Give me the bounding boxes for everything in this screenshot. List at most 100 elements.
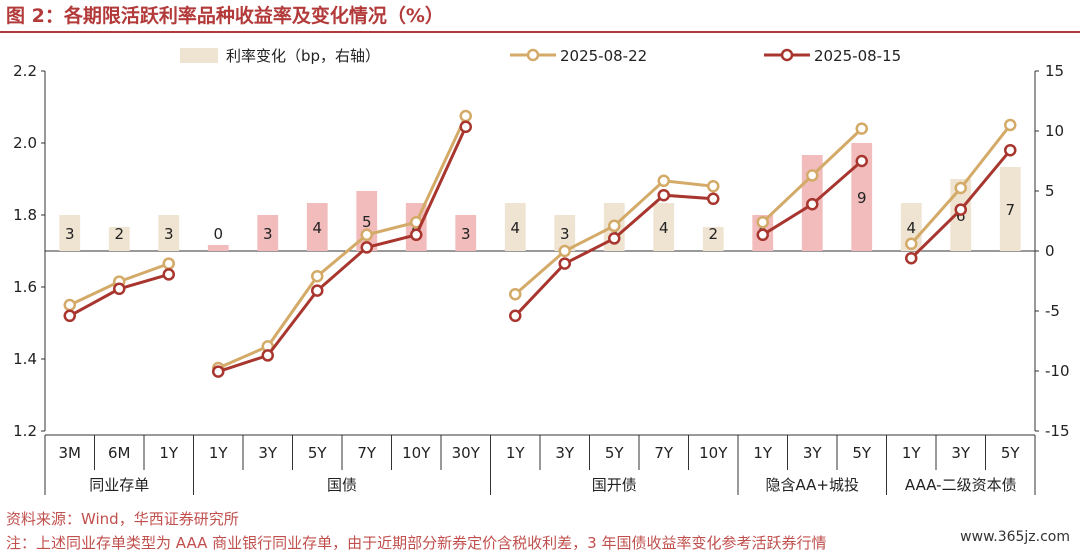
series-2025-08-22-point bbox=[558, 244, 571, 258]
group-label: 同业存单 bbox=[89, 476, 149, 494]
bar-value-label: 3 bbox=[560, 225, 570, 243]
bar-value-label: 5 bbox=[362, 213, 372, 231]
note-line: 注：上述同业存单类型为 AAA 商业银行同业存单，由于近期部分新券定价含税收利差… bbox=[6, 534, 827, 552]
series-2025-08-15-point bbox=[261, 349, 274, 362]
bar bbox=[158, 215, 180, 251]
series-2025-08-15-point bbox=[756, 228, 769, 242]
series-2025-08-15-point bbox=[410, 228, 423, 242]
group-label: AAA-二级资本债 bbox=[905, 476, 1017, 494]
bar bbox=[653, 203, 675, 251]
series-2025-08-22-point bbox=[459, 109, 472, 123]
series-2025-08-15-point bbox=[113, 282, 126, 296]
category-label: 1Y bbox=[753, 444, 773, 462]
left-tick-label: 2.0 bbox=[13, 134, 37, 152]
bar-value-label: 3 bbox=[263, 225, 273, 243]
series-2025-08-22-point bbox=[162, 257, 175, 270]
series-2025-08-15-line bbox=[217, 126, 468, 374]
category-label: 3Y bbox=[258, 444, 278, 462]
series-2025-08-15-point bbox=[905, 251, 918, 265]
series-2025-08-15-point bbox=[360, 241, 373, 254]
source-line: 资料来源：Wind，华西证券研究所 bbox=[6, 510, 239, 528]
bar-value-label: 2 bbox=[114, 225, 124, 243]
series-2025-08-15-point bbox=[311, 284, 324, 297]
watermark: www.365jz.com bbox=[956, 528, 1074, 546]
series-2025-08-15-point bbox=[212, 365, 225, 378]
bar bbox=[554, 215, 576, 251]
category-label: 3Y bbox=[951, 444, 971, 462]
bar-value-label: 4 bbox=[510, 219, 520, 237]
left-tick-label: 1.2 bbox=[13, 422, 37, 440]
legend-line-label: 2025-08-22 bbox=[560, 47, 647, 65]
bar-value-label: 6 bbox=[956, 207, 966, 225]
bar-value-label: 7 bbox=[1005, 201, 1015, 219]
bar-value-label: 4 bbox=[906, 219, 916, 237]
bar bbox=[999, 167, 1021, 251]
legend-marker bbox=[780, 48, 794, 62]
series-2025-08-22-point bbox=[1004, 118, 1017, 132]
bar-value-label: 4 bbox=[312, 219, 322, 237]
bar bbox=[108, 227, 130, 251]
footer: 资料来源：Wind，华西证券研究所 注：上述同业存单类型为 AAA 商业银行同业… bbox=[0, 503, 1080, 552]
series-2025-08-15-point bbox=[509, 309, 522, 323]
category-label: 6M bbox=[108, 444, 131, 462]
right-tick-label: -10 bbox=[1045, 362, 1070, 380]
series-2025-08-22-point bbox=[608, 219, 621, 233]
series-2025-08-15-point bbox=[162, 268, 175, 281]
bar-value-label: 0 bbox=[213, 225, 223, 243]
series-2025-08-15-point bbox=[707, 192, 720, 206]
category-label: 7Y bbox=[654, 444, 674, 462]
bar bbox=[59, 215, 81, 251]
bar bbox=[702, 227, 724, 251]
group-label: 国债 bbox=[327, 476, 357, 494]
category-label: 30Y bbox=[452, 444, 481, 462]
bar bbox=[306, 203, 328, 251]
series-2025-08-22-line bbox=[217, 115, 468, 370]
bar bbox=[851, 143, 873, 251]
series-2025-08-22-point bbox=[905, 237, 918, 251]
bar bbox=[504, 203, 526, 251]
category-label: 1Y bbox=[506, 444, 526, 462]
bar bbox=[257, 215, 279, 251]
category-label: 5Y bbox=[308, 444, 328, 462]
series-2025-08-22-point bbox=[707, 179, 720, 193]
category-label: 5Y bbox=[605, 444, 625, 462]
legend-bar-swatch bbox=[180, 48, 218, 63]
series-2025-08-15-point bbox=[855, 154, 868, 168]
series-2025-08-15-point bbox=[1004, 143, 1017, 157]
series-2025-08-22-point bbox=[311, 269, 324, 283]
right-tick-label: -5 bbox=[1045, 302, 1060, 320]
left-tick-label: 1.8 bbox=[13, 206, 37, 224]
series-2025-08-15-point bbox=[63, 309, 76, 323]
right-tick-label: 0 bbox=[1045, 242, 1055, 260]
category-label: 3M bbox=[59, 444, 82, 462]
right-tick-label: 5 bbox=[1045, 182, 1055, 200]
left-tick-label: 2.2 bbox=[13, 62, 37, 80]
right-tick-label: -15 bbox=[1045, 422, 1070, 440]
series-2025-08-15-point bbox=[657, 188, 670, 202]
series-2025-08-22-point bbox=[657, 174, 670, 188]
legend-bar-label: 利率变化（bp，右轴） bbox=[226, 47, 380, 65]
series-2025-08-22-point bbox=[756, 215, 769, 229]
category-label: 1Y bbox=[159, 444, 179, 462]
left-tick-label: 1.6 bbox=[13, 278, 37, 296]
legend-marker bbox=[526, 48, 540, 62]
bar bbox=[455, 215, 477, 251]
series-2025-08-22-point bbox=[63, 298, 76, 312]
series-2025-08-22-point bbox=[954, 181, 967, 195]
group-label: 国开债 bbox=[592, 476, 637, 494]
chart: 1.2 1.4 1.6 1.8 2.0 2.2 -15 -10 -5 0 5 10 15 3 2 3 0 3 4 5 4… bbox=[13, 47, 1070, 495]
bar-value-label: 3 bbox=[164, 225, 174, 243]
figure-title: 图 2：各期限活跃利率品种收益率及变化情况（%） bbox=[6, 5, 444, 27]
category-label: 7Y bbox=[357, 444, 377, 462]
series-2025-08-22-point bbox=[806, 169, 819, 182]
group-label: 隐含AA+城投 bbox=[765, 476, 859, 494]
series-2025-08-22-point bbox=[855, 122, 868, 135]
title-bar: 图 2：各期限活跃利率品种收益率及变化情况（%） bbox=[0, 0, 1080, 33]
category-label: 3Y bbox=[555, 444, 575, 462]
bar-value-label: 2 bbox=[708, 225, 718, 243]
bar-value-label: 3 bbox=[461, 225, 471, 243]
category-label: 3Y bbox=[803, 444, 823, 462]
series-2025-08-22-point bbox=[360, 228, 373, 242]
left-tick-label: 1.4 bbox=[13, 350, 37, 368]
category-label: 10Y bbox=[402, 444, 431, 462]
